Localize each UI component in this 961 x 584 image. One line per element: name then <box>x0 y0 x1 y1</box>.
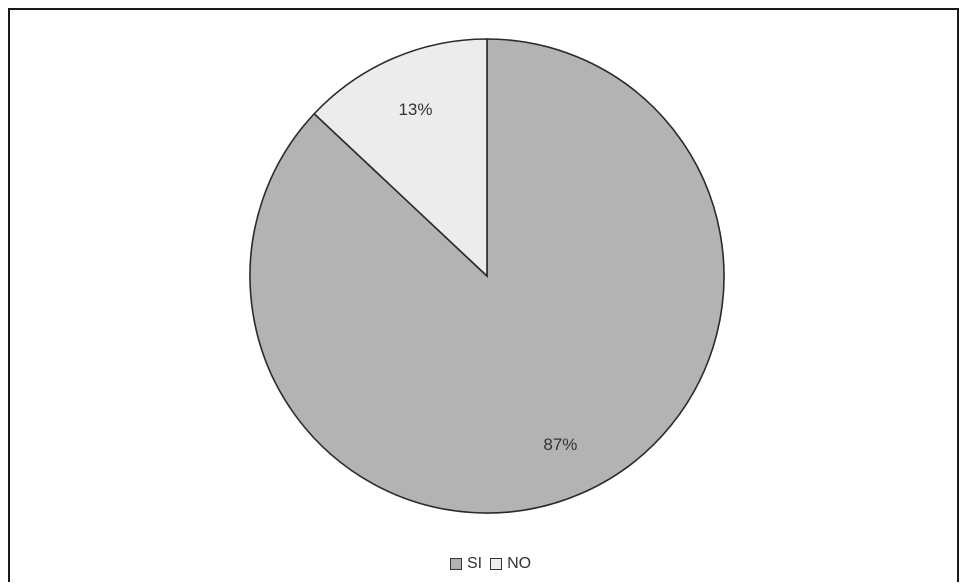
legend: SI NO <box>450 554 539 574</box>
legend-label-si: SI <box>467 555 483 572</box>
pie-slice-no <box>313 38 488 278</box>
legend-item-no: NO <box>490 555 531 573</box>
data-label-no: 13% <box>398 100 432 119</box>
legend-swatch-si <box>450 558 462 570</box>
pie-chart: 87% 13% <box>249 38 725 514</box>
data-label-si: 87% <box>543 435 577 454</box>
legend-label-no: NO <box>507 555 532 572</box>
chart-frame: 87% 13% SI NO <box>8 8 959 582</box>
legend-item-si: SI <box>450 555 482 573</box>
pie-slice-si <box>249 38 725 514</box>
legend-swatch-no <box>490 558 503 570</box>
